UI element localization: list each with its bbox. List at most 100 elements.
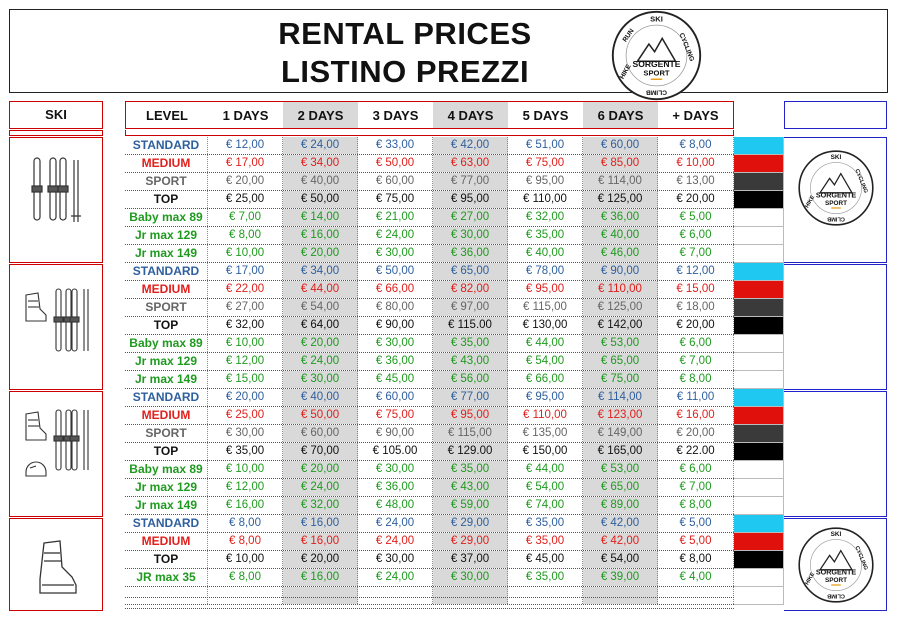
- price-cell: € 114,00: [583, 389, 658, 406]
- sorgente-sport-logo-small: SORGENTE SPORT SKI CYCLING CLIMB HIKE: [798, 150, 874, 226]
- price-cell: € 32,00: [508, 209, 583, 226]
- column-header-4: 4 DAYS: [433, 101, 508, 129]
- table-row: Jr max 129 € 8,00 € 16,00 € 24,00 € 30,00 € 3…: [125, 227, 734, 245]
- table-row: SPORT € 27,00 € 54,00 € 80,00 € 97,00 € 115,0…: [125, 299, 734, 317]
- ski-header-spacer: [9, 130, 103, 136]
- logo-bottom-text: CLIMB: [827, 216, 845, 222]
- price-cell: € 149,00: [583, 425, 658, 442]
- table-row: STANDARD € 12,00 € 24,00 € 33,00 € 42,00 € 51…: [125, 137, 734, 155]
- price-cell: € 33,00: [358, 137, 433, 154]
- price-cell: € 54,00: [508, 479, 583, 496]
- table-row: Jr max 129 € 12,00 € 24,00 € 36,00 € 43,00 € …: [125, 353, 734, 371]
- price-cell: € 5,00: [658, 515, 734, 532]
- price-cell: € 82,00: [433, 281, 508, 298]
- price-cell: € 20,00: [208, 389, 283, 406]
- price-cell: € 10,00: [208, 335, 283, 352]
- logo-brand-line2: SPORT: [825, 200, 847, 207]
- price-cell: € 20,00: [283, 461, 358, 478]
- price-cell: € 65,00: [583, 353, 658, 370]
- table-row: TOP € 32,00 € 64,00 € 90,00 € 115.00 € 130,00…: [125, 317, 734, 335]
- price-cell: € 65,00: [583, 479, 658, 496]
- table-row: STANDARD € 8,00 € 16,00 € 24,00 € 29,00 € 35,…: [125, 515, 734, 533]
- level-label: MEDIUM: [125, 281, 208, 298]
- price-cell: € 8,00: [208, 569, 283, 586]
- price-cell: € 60,00: [583, 137, 658, 154]
- table-row: STANDARD € 20,00 € 40,00 € 60,00 € 77,00 € 95…: [125, 389, 734, 407]
- price-cell: € 110,00: [508, 191, 583, 208]
- price-cell: € 7,00: [658, 479, 734, 496]
- price-cell: € 30,00: [283, 371, 358, 388]
- price-cell: € 123,00: [583, 407, 658, 424]
- price-cell: € 42,00: [433, 137, 508, 154]
- price-cell: € 24,00: [283, 479, 358, 496]
- level-label: Baby max 89: [125, 335, 208, 352]
- price-cell: € 165,00: [583, 443, 658, 460]
- price-cell: € 65,00: [433, 263, 508, 280]
- price-cell: € 125,00: [583, 299, 658, 316]
- price-cell: € 22.00: [658, 443, 734, 460]
- group-3-logo-box: [784, 391, 887, 517]
- swatch-black: [734, 443, 784, 461]
- price-cell: € 54,00: [583, 551, 658, 568]
- column-header-5: 5 DAYS: [508, 101, 583, 129]
- price-cell: € 36,00: [583, 209, 658, 226]
- price-cell: € 15,00: [208, 371, 283, 388]
- level-label: Jr max 129: [125, 353, 208, 370]
- swatch-black: [734, 317, 784, 335]
- price-cell: € 13,00: [658, 173, 734, 190]
- price-cell: € 20,00: [658, 191, 734, 208]
- price-cell: € 54,00: [283, 299, 358, 316]
- price-cell: € 8,00: [658, 137, 734, 154]
- logo-brand-line1: SORGENTE: [633, 59, 681, 69]
- price-cell: € 14,00: [283, 209, 358, 226]
- price-cell: € 24,00: [283, 353, 358, 370]
- level-label: TOP: [125, 551, 208, 568]
- logo-bottom-text: CLIMB: [646, 89, 667, 96]
- title-english: RENTAL PRICES: [278, 16, 532, 51]
- title-italian: LISTINO PREZZI: [280, 54, 530, 89]
- column-header-row: LEVEL 1 DAYS 2 DAYS 3 DAYS 4 DAYS 5 DAYS 6 DAY…: [125, 101, 734, 129]
- swatch-empty: [734, 227, 784, 245]
- title-box: RENTAL PRICES LISTINO PREZZI: [9, 9, 888, 93]
- price-cell: € 16,00: [208, 497, 283, 514]
- level-label: MEDIUM: [125, 533, 208, 550]
- group-1-logo-box: SORGENTE SPORT SKI CYCLING CLIMB HIKE: [784, 137, 887, 263]
- price-cell: € 66,00: [358, 281, 433, 298]
- price-cell: € 95,00: [508, 281, 583, 298]
- level-label: Jr max 129: [125, 479, 208, 496]
- price-cell: € 34,00: [283, 263, 358, 280]
- price-cell: € 64,00: [283, 317, 358, 334]
- boot-helmet-skis-poles-icon: [25, 409, 89, 477]
- price-cell: € 95,00: [433, 407, 508, 424]
- boot-skis-poles-icon: [25, 288, 89, 352]
- price-cell: € 4,00: [658, 569, 734, 586]
- price-cell: € 77,00: [433, 389, 508, 406]
- table-row: Jr max 149 € 10,00 € 20,00 € 30,00 € 36,00 € …: [125, 245, 734, 263]
- price-cell: € 43,00: [433, 479, 508, 496]
- price-cell: € 125,00: [583, 191, 658, 208]
- price-cell: € 12,00: [658, 263, 734, 280]
- price-cell: € 36,00: [358, 353, 433, 370]
- price-cell: € 48,00: [358, 497, 433, 514]
- price-cell: € 7,00: [658, 245, 734, 262]
- price-cell: € 50,00: [358, 155, 433, 172]
- right-header-box: [784, 101, 887, 129]
- logo-bottom-text: CLIMB: [827, 593, 845, 599]
- price-cell: € 16,00: [283, 227, 358, 244]
- level-label: MEDIUM: [125, 155, 208, 172]
- level-label: SPORT: [125, 425, 208, 442]
- price-cell: € 34,00: [283, 155, 358, 172]
- logo-brand-line2: SPORT: [825, 577, 847, 584]
- swatch-dark: [734, 299, 784, 317]
- level-label: Jr max 129: [125, 227, 208, 244]
- price-cell: € 29,00: [433, 533, 508, 550]
- price-cell: € 50,00: [283, 191, 358, 208]
- price-cell: € 115,00: [508, 299, 583, 316]
- price-cell: € 7,00: [658, 353, 734, 370]
- price-cell: € 36,00: [358, 479, 433, 496]
- price-cell: € 51,00: [508, 137, 583, 154]
- price-cell: € 30,00: [208, 425, 283, 442]
- price-cell: € 37,00: [433, 551, 508, 568]
- level-label: Jr max 149: [125, 371, 208, 388]
- swatch-empty: [734, 209, 784, 227]
